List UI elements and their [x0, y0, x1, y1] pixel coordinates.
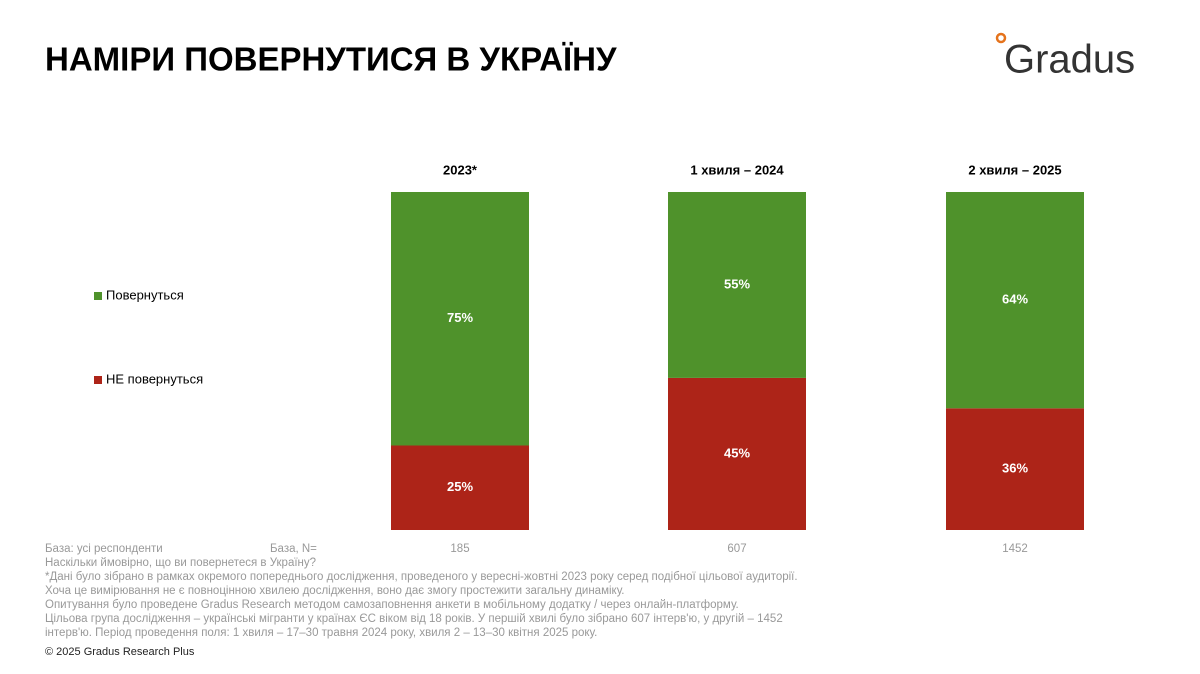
category-label: 2 хвиля – 2025: [968, 162, 1061, 177]
value-label: 45%: [724, 445, 750, 460]
base-value: 185: [450, 543, 469, 555]
base-label: База, N=: [270, 543, 317, 555]
value-label: 64%: [1002, 292, 1028, 307]
legend-label: Повернуться: [106, 287, 184, 302]
value-label: 55%: [724, 276, 750, 291]
note: Наскільки ймовірно, що ви повернетеся в …: [45, 557, 316, 569]
copyright: © 2025 Gradus Research Plus: [45, 646, 195, 658]
legend-swatch: [94, 292, 102, 300]
note: Опитування було проведене Gradus Researc…: [45, 599, 739, 611]
bar-segment: [668, 192, 806, 378]
bar-segment: [391, 445, 529, 530]
note: Цільова група дослідження – українські м…: [45, 613, 783, 625]
base-value: 1452: [1002, 543, 1028, 555]
legend-label: НЕ повернуться: [106, 371, 203, 386]
bar-segment: [946, 408, 1084, 530]
legend-swatch: [94, 376, 102, 384]
category-label: 2023*: [443, 162, 478, 177]
logo-dot: [995, 32, 1007, 44]
value-label: 25%: [447, 479, 473, 494]
value-label: 36%: [1002, 461, 1028, 476]
bar-segment: [946, 192, 1084, 409]
note: Хоча це вимірювання не є повноцінною хви…: [45, 585, 625, 597]
base-value: 607: [727, 543, 746, 555]
note: База: усі респонденти: [45, 543, 163, 555]
category-label: 1 хвиля – 2024: [690, 162, 784, 177]
chart-title: НАМІРИ ПОВЕРНУТИСЯ В УКРАЇНУ: [45, 41, 617, 78]
bar-segment: [391, 192, 529, 446]
value-label: 75%: [447, 310, 473, 325]
bar-segment: [668, 377, 806, 530]
logo: Gradus: [1004, 38, 1135, 82]
note: інтерв'ю. Період проведення поля: 1 хвил…: [45, 627, 597, 639]
note: *Дані було зібрано в рамках окремого поп…: [45, 571, 798, 583]
